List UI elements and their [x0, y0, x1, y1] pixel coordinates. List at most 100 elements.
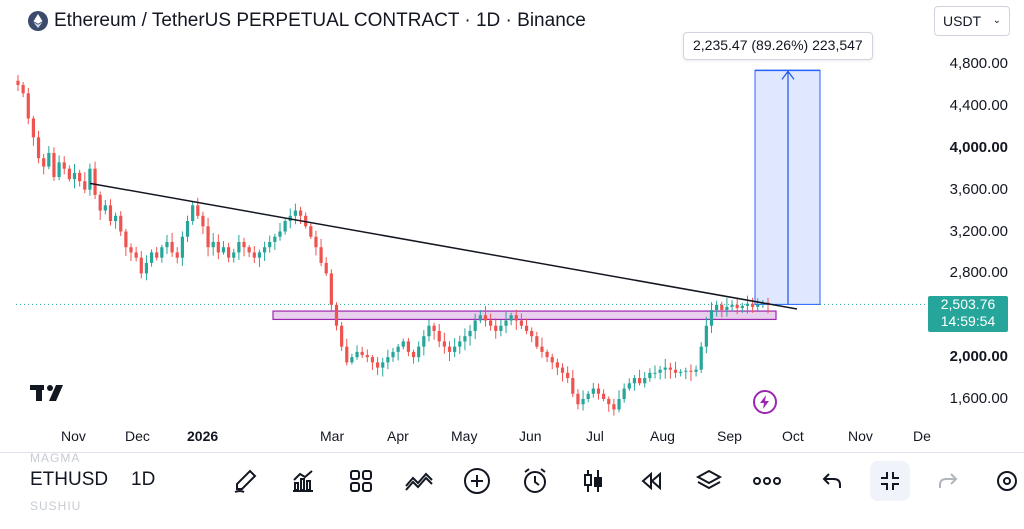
watchlist-ghost-top: MAGMA — [30, 451, 81, 465]
layers-icon[interactable] — [689, 461, 729, 501]
candle-body — [103, 205, 107, 211]
currency-select[interactable]: USDT ⌄ — [934, 6, 1010, 36]
candle-body — [673, 369, 678, 373]
candle-body — [745, 303, 750, 306]
candle-body — [643, 378, 647, 384]
price-axis-label: 4,800.00 — [949, 55, 1008, 72]
candle-body — [47, 152, 51, 167]
redo-icon[interactable] — [928, 461, 968, 501]
candle-body — [155, 252, 159, 258]
candle-body — [381, 362, 385, 368]
chart-header: Ethereum / TetherUS PERPETUAL CONTRACT ·… — [0, 0, 1024, 42]
candle-body — [119, 215, 123, 232]
candle-body — [535, 336, 539, 347]
candle-body — [350, 357, 354, 363]
currency-value: USDT — [943, 13, 982, 29]
price-axis-label: 1,600.00 — [949, 390, 1008, 407]
candle-body — [699, 346, 703, 370]
add-icon[interactable] — [457, 461, 497, 501]
candle-body — [668, 367, 672, 370]
collapse-icon[interactable] — [870, 461, 910, 501]
chevron-down-icon: ⌄ — [992, 15, 1001, 26]
settings-icon[interactable] — [994, 461, 1024, 501]
candle-body — [144, 262, 149, 274]
price-axis-label: 4,400.00 — [949, 96, 1008, 114]
bar-countdown: 14:59:54 — [940, 313, 996, 329]
candle-body — [345, 346, 349, 363]
trend-tools-icon[interactable] — [399, 461, 439, 501]
interval-button[interactable]: 1D — [131, 469, 156, 490]
candle-body — [262, 247, 267, 253]
candle-body — [679, 371, 683, 373]
price-axis-label: 4,000.00 — [949, 138, 1008, 156]
candle-body — [26, 93, 30, 119]
candle-body — [530, 330, 534, 337]
candle-body — [524, 325, 529, 331]
trendline — [89, 182, 798, 310]
lightning-icon[interactable] — [753, 390, 777, 414]
candle-body — [309, 226, 313, 237]
candle-body — [273, 236, 277, 242]
undo-icon[interactable] — [812, 461, 852, 501]
time-axis-label: May — [451, 428, 478, 444]
candle-body — [375, 362, 380, 368]
candle-body — [566, 372, 570, 379]
candle-body — [114, 215, 118, 222]
candle-body — [319, 247, 323, 263]
candle-body — [175, 252, 179, 258]
candle-body — [370, 357, 375, 363]
symbol-title[interactable]: Ethereum / TetherUS PERPETUAL CONTRACT ·… — [54, 10, 586, 31]
candle-body — [596, 388, 601, 394]
candle-body — [21, 84, 25, 94]
price-chart[interactable] — [0, 0, 1024, 450]
projection-arrow-head — [781, 70, 795, 80]
candle-body — [180, 236, 184, 258]
candle-body — [694, 369, 698, 372]
candle-body — [447, 346, 452, 352]
alert-icon[interactable] — [515, 461, 555, 501]
time-axis-label: 2026 — [187, 428, 219, 444]
price-axis-label: 3,200.00 — [949, 222, 1008, 240]
candle-body — [504, 320, 508, 326]
candle-body — [607, 399, 611, 405]
time-axis-label: De — [913, 428, 931, 444]
time-axis-label: Nov — [848, 428, 873, 444]
candle-body — [124, 231, 128, 248]
candle-body — [298, 210, 303, 216]
candles-icon[interactable] — [573, 461, 613, 501]
time-axis-label: Dec — [125, 428, 150, 444]
candle-body — [494, 325, 498, 331]
layouts-icon[interactable] — [341, 461, 381, 501]
indicators-icon[interactable] — [283, 461, 323, 501]
candle-body — [191, 205, 195, 222]
candle-body — [545, 351, 549, 358]
candle-body — [268, 241, 272, 248]
time-axis-label: Sep — [717, 428, 742, 444]
candle-body — [396, 346, 400, 352]
price-axis-label: 3,600.00 — [949, 180, 1008, 198]
candle-body — [278, 231, 282, 237]
candle-body — [216, 241, 220, 253]
candle-body — [709, 310, 714, 326]
time-axis-label: Mar — [320, 428, 345, 444]
candle-body — [340, 325, 344, 347]
candle-body — [422, 336, 426, 347]
candle-body — [355, 351, 359, 358]
candle-body — [761, 302, 765, 305]
candle-body — [160, 247, 164, 258]
candle-body — [329, 273, 333, 305]
replay-icon[interactable] — [631, 461, 671, 501]
candle-body — [242, 241, 246, 248]
candle-body — [232, 252, 236, 258]
candle-body — [93, 168, 97, 195]
candle-body — [67, 168, 71, 180]
candle-body — [62, 162, 66, 169]
candle-body — [473, 320, 477, 331]
more-icon[interactable] — [747, 461, 787, 501]
ticker-symbol[interactable]: ETHUSD — [30, 469, 109, 490]
brush-icon[interactable] — [225, 461, 265, 501]
candle-body — [88, 168, 92, 190]
candle-body — [227, 247, 231, 258]
candle-body — [391, 351, 395, 358]
candle-body — [257, 252, 262, 258]
